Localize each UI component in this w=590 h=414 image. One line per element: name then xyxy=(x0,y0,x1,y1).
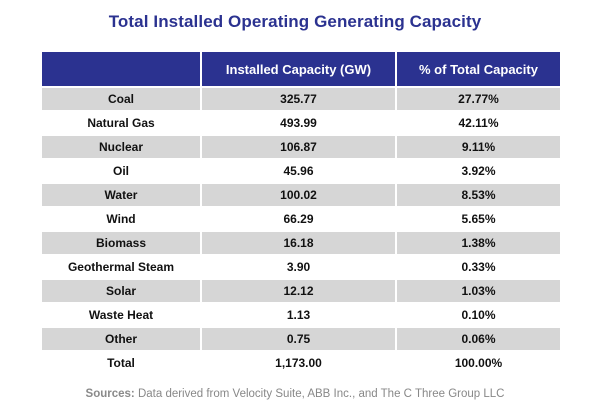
table-row: Wind 66.29 5.65% xyxy=(42,208,560,230)
row-capacity: 493.99 xyxy=(202,112,395,134)
table-row: Water 100.02 8.53% xyxy=(42,184,560,206)
row-percent: 27.77% xyxy=(397,88,560,110)
header-row: Installed Capacity (GW) % of Total Capac… xyxy=(42,52,560,86)
row-label: Wind xyxy=(42,208,200,230)
table-row: Oil 45.96 3.92% xyxy=(42,160,560,182)
row-percent: 0.10% xyxy=(397,304,560,326)
row-label: Geothermal Steam xyxy=(42,256,200,278)
row-label: Coal xyxy=(42,88,200,110)
row-capacity: 106.87 xyxy=(202,136,395,158)
table-row: Nuclear 106.87 9.11% xyxy=(42,136,560,158)
table-row: Biomass 16.18 1.38% xyxy=(42,232,560,254)
row-label: Biomass xyxy=(42,232,200,254)
row-percent: 1.38% xyxy=(397,232,560,254)
table-title: Total Installed Operating Generating Cap… xyxy=(108,12,482,31)
row-percent: 42.11% xyxy=(397,112,560,134)
sources-note: Sources: Data derived from Velocity Suit… xyxy=(0,388,590,400)
row-capacity: 66.29 xyxy=(202,208,395,230)
row-capacity: 1,173.00 xyxy=(202,352,395,374)
capacity-table: Installed Capacity (GW) % of Total Capac… xyxy=(40,50,562,376)
row-capacity: 12.12 xyxy=(202,280,395,302)
row-label: Oil xyxy=(42,160,200,182)
table-row: Other 0.75 0.06% xyxy=(42,328,560,350)
row-label: Other xyxy=(42,328,200,350)
table-row: Total 1,173.00 100.00% xyxy=(42,352,560,374)
row-percent: 100.00% xyxy=(397,352,560,374)
table-row: Waste Heat 1.13 0.10% xyxy=(42,304,560,326)
row-percent: 5.65% xyxy=(397,208,560,230)
row-label: Waste Heat xyxy=(42,304,200,326)
row-capacity: 3.90 xyxy=(202,256,395,278)
row-capacity: 325.77 xyxy=(202,88,395,110)
table-row: Natural Gas 493.99 42.11% xyxy=(42,112,560,134)
row-percent: 3.92% xyxy=(397,160,560,182)
row-label: Water xyxy=(42,184,200,206)
row-percent: 8.53% xyxy=(397,184,560,206)
header-blank xyxy=(42,52,200,86)
row-label: Solar xyxy=(42,280,200,302)
row-capacity: 0.75 xyxy=(202,328,395,350)
table-row: Solar 12.12 1.03% xyxy=(42,280,560,302)
table-row: Coal 325.77 27.77% xyxy=(42,88,560,110)
row-capacity: 45.96 xyxy=(202,160,395,182)
row-label: Total xyxy=(42,352,200,374)
row-percent: 1.03% xyxy=(397,280,560,302)
row-percent: 0.33% xyxy=(397,256,560,278)
row-capacity: 1.13 xyxy=(202,304,395,326)
header-capacity: Installed Capacity (GW) xyxy=(202,52,395,86)
table-body: Coal 325.77 27.77% Natural Gas 493.99 42.11% N… xyxy=(42,88,560,374)
row-capacity: 100.02 xyxy=(202,184,395,206)
row-percent: 0.06% xyxy=(397,328,560,350)
table-row: Geothermal Steam 3.90 0.33% xyxy=(42,256,560,278)
row-label: Nuclear xyxy=(42,136,200,158)
sources-text: Data derived from Velocity Suite, ABB In… xyxy=(137,388,505,400)
header-percent: % of Total Capacity xyxy=(397,52,560,86)
sources-label: Sources: xyxy=(85,388,135,400)
row-label: Natural Gas xyxy=(42,112,200,134)
row-percent: 9.11% xyxy=(397,136,560,158)
row-capacity: 16.18 xyxy=(202,232,395,254)
